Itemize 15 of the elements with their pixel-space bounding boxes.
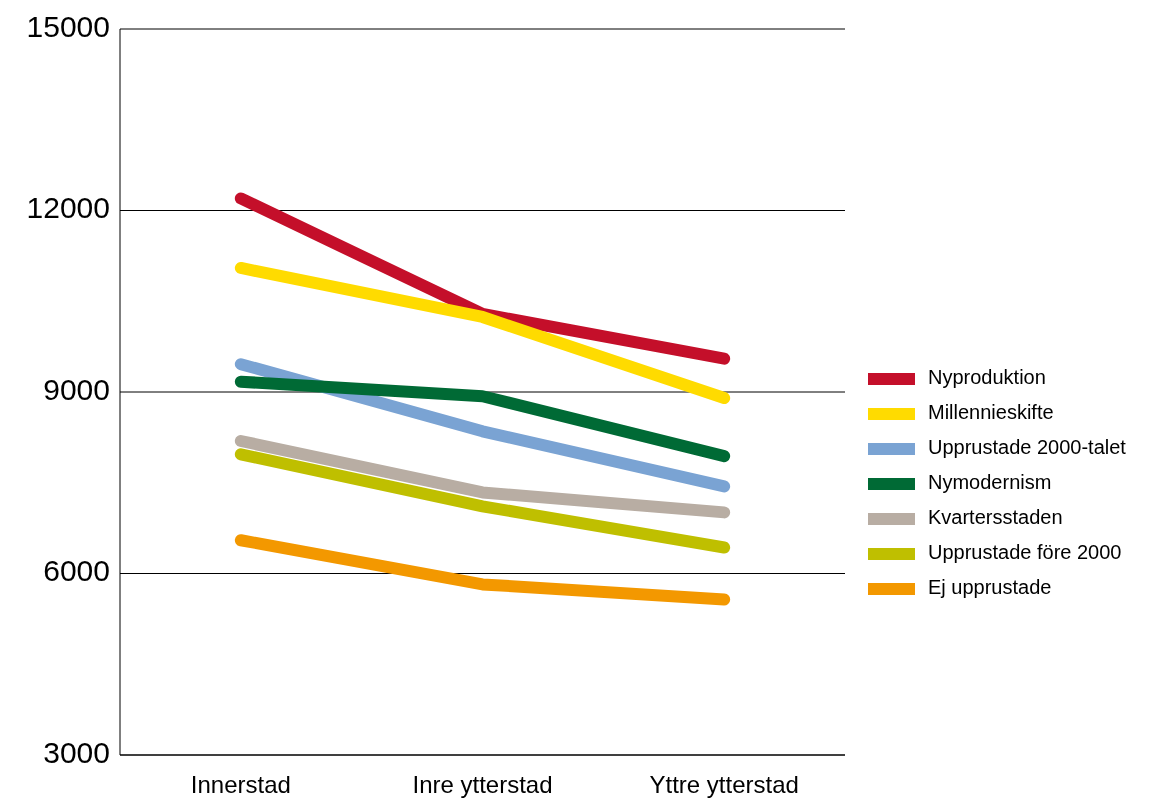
legend-label: Ej upprustade xyxy=(928,576,1052,599)
y-tick-label: 3000 xyxy=(43,735,110,769)
x-tick-label: Innerstad xyxy=(190,771,291,798)
y-tick-label: 6000 xyxy=(43,554,110,588)
legend-label: Upprustade före 2000 xyxy=(928,541,1122,564)
y-tick-label: 15000 xyxy=(26,9,110,43)
y-tick-label: 9000 xyxy=(43,372,110,406)
legend-label: Upprustade 2000-talet xyxy=(928,436,1127,459)
legend-label: Millennieskifte xyxy=(928,401,1054,424)
legend-label: Nyproduktion xyxy=(928,366,1046,389)
legend-label: Nymodernism xyxy=(928,471,1052,494)
legend-label: Kvartersstaden xyxy=(928,506,1063,529)
y-tick-label: 12000 xyxy=(26,191,110,225)
x-tick-label: Inre ytterstad xyxy=(412,771,553,798)
x-tick-label: Yttre ytterstad xyxy=(649,771,799,798)
